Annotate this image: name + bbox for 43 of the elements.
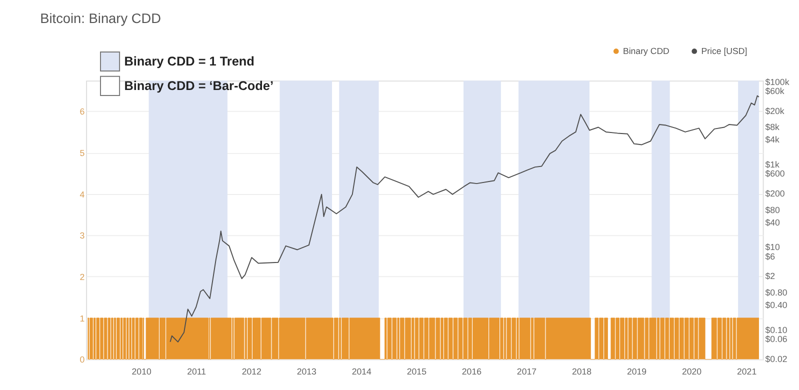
- y-tick-label: 2: [80, 272, 85, 282]
- y-tick-label: 0: [80, 354, 85, 365]
- legend-label: Price [USD]: [701, 46, 748, 56]
- x-tick-label: 2017: [516, 366, 537, 376]
- y2-tick-label: $4k: [765, 134, 780, 145]
- y2-tick-label: $2: [765, 271, 776, 282]
- chart-title: Bitcoin: Binary CDD: [40, 10, 162, 26]
- y2-tick-label: $10: [765, 242, 780, 252]
- y2-tick-label: $100k: [765, 76, 790, 87]
- text: Binary CDD = 1 Trend: [124, 53, 254, 68]
- legend-label: Binary CDD: [622, 46, 670, 56]
- y2-tick-label: $0.40: [765, 300, 788, 310]
- y-tick-label: 4: [80, 189, 85, 200]
- y2-tick-label: $40: [765, 217, 780, 228]
- line-series: [170, 95, 760, 342]
- y2-tick-label: $8k: [765, 122, 780, 132]
- x-tick-label: 2018: [572, 366, 592, 376]
- y-tick-label: 1: [80, 313, 85, 324]
- y2-tick-label: $6: [765, 251, 776, 262]
- y-tick-label: 6: [80, 106, 85, 117]
- y2-tick-label: $60k: [765, 86, 785, 96]
- x-tick-label: 2014: [352, 366, 372, 376]
- y2-tick-label: $1k: [765, 160, 780, 170]
- x-tick-label: 2012: [242, 366, 262, 376]
- y2-tick-label: $600: [765, 168, 785, 179]
- y-tick-label: 5: [80, 148, 85, 158]
- y2-tick-label: $80: [765, 204, 780, 215]
- x-tick-label: 2019: [626, 366, 647, 376]
- y2-tick-label: $0.80: [765, 288, 788, 298]
- x-tick-label: 2015: [406, 366, 427, 376]
- x-tick-label: 2013: [296, 366, 317, 376]
- x-tick-label: 2020: [682, 366, 702, 376]
- x-tick-label: 2011: [187, 366, 206, 376]
- annotation: Binary CDD = ‘Bar-Code’: [124, 78, 274, 93]
- y2-tick-label: $0.02: [765, 354, 788, 364]
- x-tick-label: 2021: [737, 366, 757, 376]
- y2-tick-label: $0.06: [765, 334, 788, 344]
- y2-tick-label: $200: [765, 188, 785, 198]
- y-tick-label: 3: [80, 230, 85, 241]
- x-tick-label: 2016: [462, 366, 482, 376]
- y2-tick-label: $20k: [765, 106, 785, 116]
- x-tick-label: 2010: [132, 366, 152, 376]
- y2-tick-label: $0.10: [765, 324, 788, 335]
